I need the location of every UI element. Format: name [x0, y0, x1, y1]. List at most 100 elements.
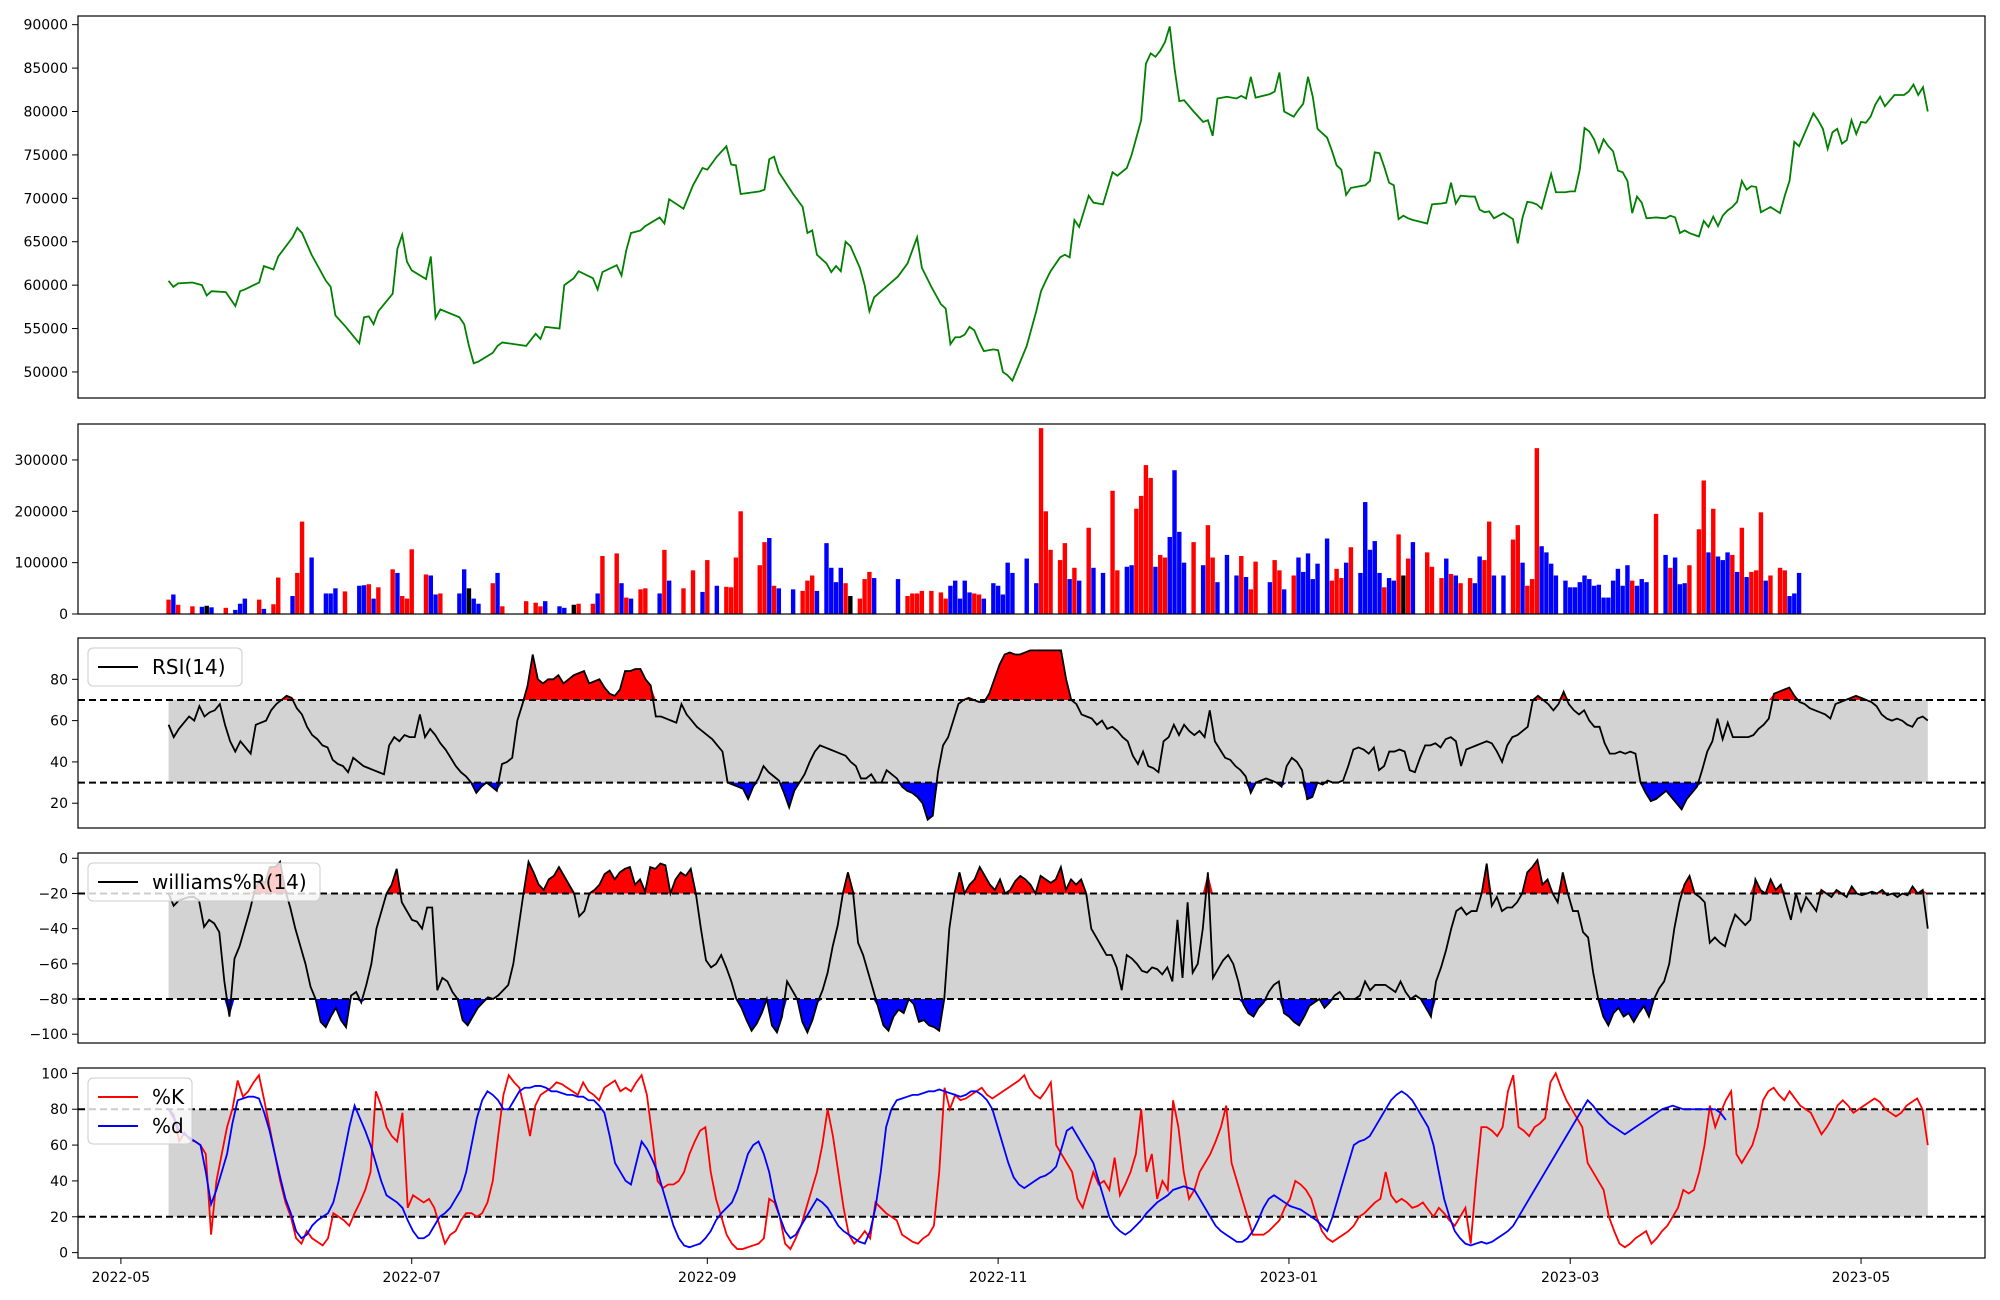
volume-bar — [1205, 525, 1211, 614]
rsi-line-0 — [167, 649, 1929, 822]
volume-bar — [328, 593, 333, 614]
volume-bar — [1158, 554, 1163, 614]
rsi-frame — [77, 637, 1986, 829]
volume-bar — [1529, 579, 1535, 614]
volume-bar — [295, 572, 300, 614]
volume-bar — [1363, 502, 1368, 614]
volume-bar — [1076, 580, 1082, 614]
volume-bar — [1329, 580, 1335, 614]
volume-bar — [1467, 578, 1473, 614]
volume-bar — [1472, 583, 1478, 614]
volume-bar — [342, 591, 348, 614]
volume-bar — [1272, 560, 1277, 614]
stochastic-y-tick-label: 60 — [50, 1138, 68, 1154]
stochastic-y-tick-label: 20 — [50, 1210, 68, 1226]
volume-bar — [805, 580, 810, 614]
volume-bar — [438, 593, 443, 614]
price-y-tick-label: 60000 — [23, 278, 68, 294]
volume-bar — [643, 588, 648, 614]
volume-bar — [1568, 587, 1573, 614]
volume-bar — [242, 598, 248, 614]
volume-bar — [1730, 554, 1735, 614]
volume-y-tick-label: 0 — [59, 607, 68, 623]
rsi-y-tick-label: 40 — [50, 755, 68, 771]
williams-legend-box — [87, 862, 321, 902]
volume-bar — [1248, 589, 1254, 614]
volume-bar — [428, 575, 433, 614]
volume-bar — [1129, 565, 1134, 614]
volume-bar — [1167, 536, 1172, 614]
volume-bar — [376, 587, 381, 614]
volume-bar — [638, 589, 643, 614]
volume-bar — [1439, 578, 1444, 614]
williams-y-tick-label: −60 — [38, 957, 68, 973]
volume-bar — [1310, 579, 1315, 614]
volume-bar — [1038, 428, 1044, 614]
volume-bar — [1382, 587, 1387, 614]
volume-bar — [728, 587, 734, 614]
volume-bar — [1000, 594, 1006, 614]
price-y-tick-label: 55000 — [23, 322, 68, 338]
volume-bar — [1005, 562, 1010, 614]
volume-bar — [1587, 579, 1592, 614]
volume-bar — [204, 605, 209, 614]
volume-bar — [1343, 562, 1349, 614]
volume-bar — [1339, 578, 1344, 614]
volume-bar — [1601, 597, 1606, 614]
volume-bar — [490, 583, 495, 614]
volume-bar — [1696, 529, 1702, 614]
volume-bar — [1539, 546, 1544, 614]
volume-bar — [457, 593, 462, 614]
volume-bar — [290, 596, 295, 614]
volume-bar — [166, 599, 171, 614]
volume-bar — [1734, 571, 1740, 614]
volume-bar — [1768, 575, 1773, 614]
volume-bar — [1115, 570, 1120, 614]
williams-y-tick-label: −20 — [38, 886, 68, 902]
williams-y-tick-label: 0 — [59, 851, 68, 867]
volume-bar — [1410, 542, 1416, 614]
volume-bar — [905, 596, 910, 614]
stochastic-line-0 — [167, 1071, 1929, 1251]
stochastic-frame — [77, 1067, 1986, 1259]
volume-bar — [814, 590, 820, 614]
volume-bar — [914, 593, 920, 614]
price-y-tick-label: 90000 — [23, 18, 68, 34]
volume-bar — [724, 586, 729, 614]
volume-bar — [1501, 575, 1506, 614]
stochastic-band-fill — [168, 1109, 1928, 1217]
volume-bar — [833, 582, 839, 614]
williams-y-tick-label: −100 — [30, 1027, 68, 1043]
volume-bar — [1706, 552, 1711, 614]
williams-y-tick-label: −40 — [38, 922, 68, 938]
volume-bar — [1486, 521, 1492, 614]
volume-bar — [433, 594, 438, 614]
volume-bar — [1682, 583, 1687, 614]
volume-bar — [1610, 580, 1616, 614]
volume-bar — [1653, 513, 1659, 614]
volume-bar — [1391, 580, 1397, 614]
volume-bar — [171, 594, 176, 614]
volume-bar — [919, 590, 925, 614]
volume-bar — [461, 569, 467, 614]
stochastic-panel: 0 20 40 60 80 100 %K %d — [41, 1066, 1986, 1262]
volume-bar — [1577, 582, 1582, 614]
volume-bar — [895, 579, 901, 614]
volume-bar — [972, 593, 977, 614]
volume-bar — [590, 603, 596, 614]
volume-bar — [495, 572, 500, 614]
volume-bar — [1544, 552, 1549, 614]
volume-bar — [690, 570, 696, 614]
volume-bar — [776, 588, 782, 614]
volume-bar — [1453, 575, 1459, 614]
volume-bar — [1796, 572, 1802, 614]
volume-bar — [1172, 470, 1177, 614]
volume-bar — [1668, 567, 1673, 614]
volume-bar — [1243, 577, 1249, 614]
volume-bar — [614, 553, 619, 614]
volume-bar — [1267, 582, 1273, 614]
volume-bar — [871, 578, 877, 614]
volume-bar — [1720, 560, 1725, 614]
volume-bar — [1367, 549, 1373, 614]
volume-bar — [995, 585, 1001, 614]
